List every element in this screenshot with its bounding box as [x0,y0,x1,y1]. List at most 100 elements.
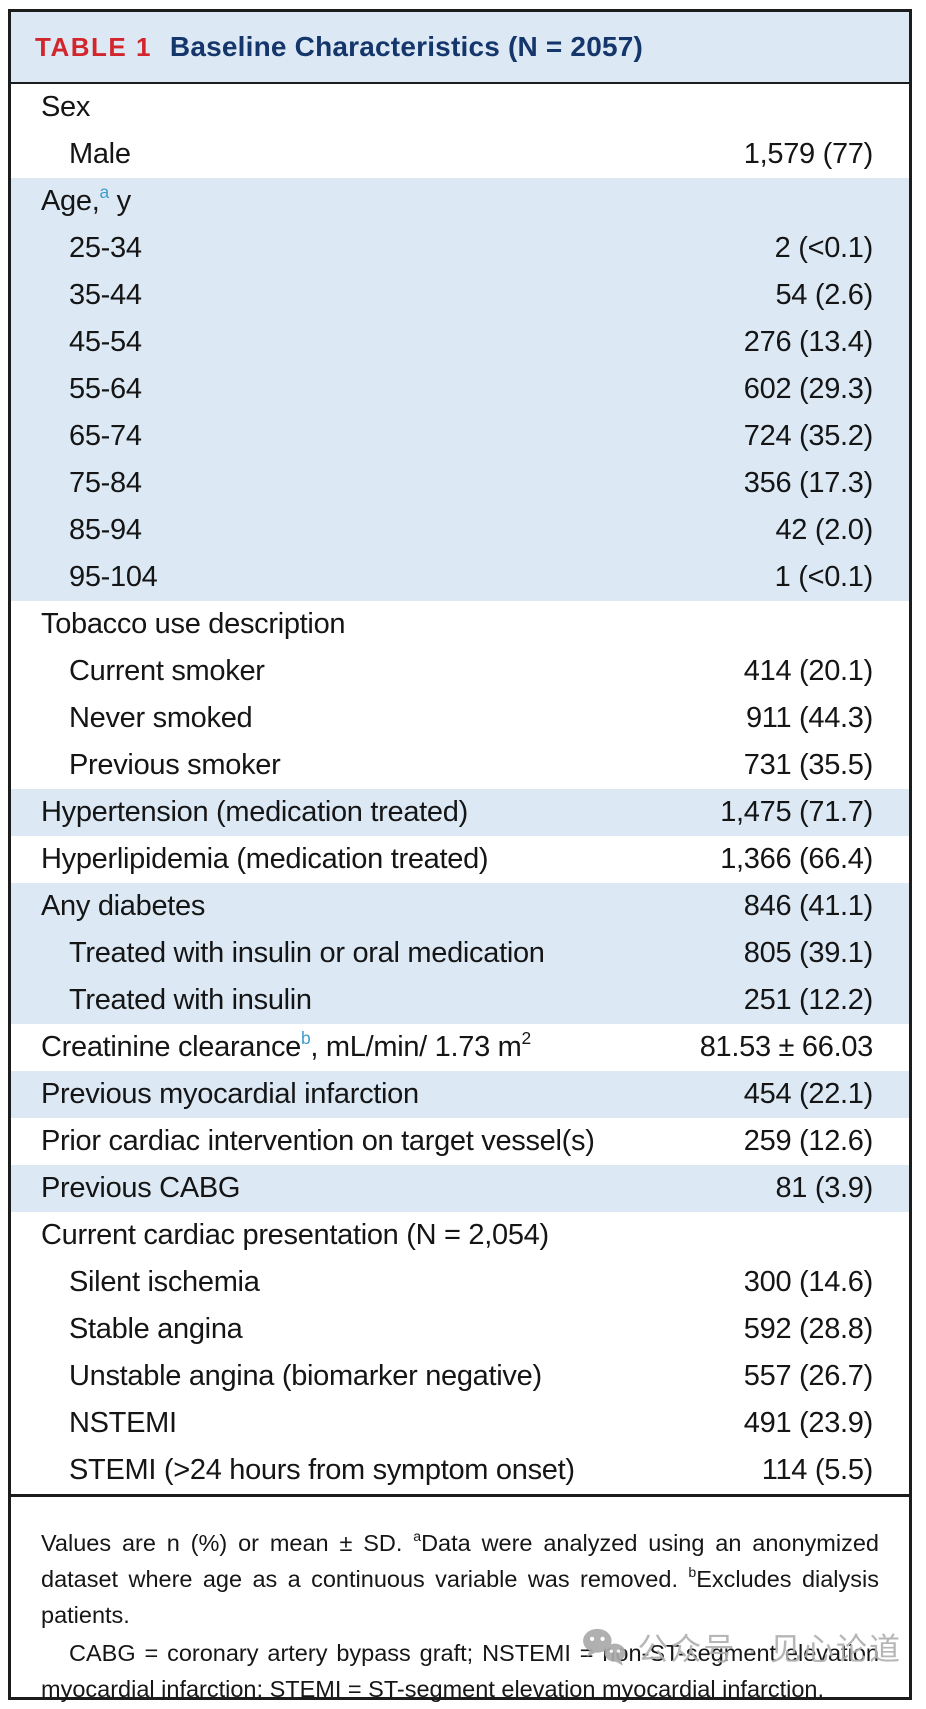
row-value: 42 (2.0) [775,514,873,546]
row-label: 45-54 [69,326,142,358]
table-row: Silent ischemia 300 (14.6) [11,1259,909,1306]
row-label: Hyperlipidemia (medication treated) [41,843,489,875]
table-row: NSTEMI 491 (23.9) [11,1400,909,1447]
table-row: 55-64 602 (29.3) [11,366,909,413]
row-value: 1,579 (77) [743,138,874,170]
table-row: Male 1,579 (77) [11,131,909,178]
row-value: 54 (2.6) [775,279,873,311]
table-row: Hypertension (medication treated) 1,475 (… [11,789,909,836]
table-row: Tobacco use description [11,601,909,648]
table-row: Sex [11,84,909,131]
table-row: 35-44 54 (2.6) [11,272,909,319]
table-row: Current smoker 414 (20.1) [11,648,909,695]
row-label: Unstable angina (biomarker negative) [69,1360,542,1392]
table-row: Current cardiac presentation (N = 2,054) [11,1212,909,1259]
superscript-marker: a [99,182,109,203]
superscript-marker: a [413,1528,422,1545]
row-value: 259 (12.6) [743,1125,874,1157]
row-label: 65-74 [69,420,142,452]
row-label: Male [69,138,131,170]
superscript-marker: b [301,1028,311,1049]
row-value: 911 (44.3) [745,702,873,734]
table-row: Previous myocardial infarction 454 (22.1) [11,1071,909,1118]
table-row: Treated with insulin or oral medication 8… [11,930,909,977]
superscript-marker: 2 [521,1028,532,1049]
footnote-para-values: Values are n (%) or mean ± SD. aData wer… [41,1528,879,1628]
table-row: 85-94 42 (2.0) [11,507,909,554]
row-label: Silent ischemia [69,1266,260,1298]
row-label: STEMI (>24 hours from symptom onset) [69,1454,575,1486]
row-label: Previous CABG [41,1172,241,1204]
row-value: 300 (14.6) [743,1266,874,1298]
row-value: 724 (35.2) [743,420,874,452]
table-row: 75-84 356 (17.3) [11,460,909,507]
table-row: Prior cardiac intervention on target ves… [11,1118,909,1165]
row-value: 81 (3.9) [775,1172,873,1204]
footnote-para-abbreviations: CABG = coronary artery bypass graft; NST… [41,1640,879,1702]
row-value: 1,475 (71.7) [720,796,873,828]
row-value: 602 (29.3) [743,373,874,405]
row-value: 557 (26.7) [743,1360,874,1392]
row-label: Previous myocardial infarction [41,1078,419,1110]
row-label: Never smoked [69,702,253,734]
row-value: 592 (28.8) [743,1313,874,1345]
table-row: Creatinine clearanceb, mL/min/ 1.73 m2 81… [11,1024,909,1071]
table-header: TABLE 1 Baseline Characteristics (N = 20… [11,12,909,84]
row-label: 85-94 [69,514,142,546]
row-label: 35-44 [69,279,142,311]
table-row: 65-74 724 (35.2) [11,413,909,460]
row-label: 55-64 [69,373,142,405]
row-label: Any diabetes [41,890,206,922]
row-value: 81.53 ± 66.03 [699,1031,874,1063]
row-label: Stable angina [69,1313,243,1345]
row-label: Sex [41,91,91,123]
row-value: 454 (22.1) [743,1078,874,1110]
table-row: STEMI (>24 hours from symptom onset) 114 … [11,1447,909,1494]
row-label: Treated with insulin [69,984,312,1016]
table-row: Never smoked 911 (44.3) [11,695,909,742]
row-value: 2 (<0.1) [774,232,874,264]
table-row: Previous CABG 81 (3.9) [11,1165,909,1212]
baseline-characteristics-table: TABLE 1 Baseline Characteristics (N = 20… [8,9,912,1702]
row-value: 356 (17.3) [743,467,874,499]
table-row: 95-104 1 (<0.1) [11,554,909,601]
table-row: Age,a y [11,178,909,225]
row-label: Hypertension (medication treated) [41,796,468,828]
table-row: 45-54 276 (13.4) [11,319,909,366]
table-row: Any diabetes 846 (41.1) [11,883,909,930]
row-value: 251 (12.2) [743,984,874,1016]
row-label: 95-104 [69,561,158,593]
row-label: Tobacco use description [41,608,346,640]
table-row: Hyperlipidemia (medication treated) 1,366… [11,836,909,883]
row-label: Current cardiac presentation (N = 2,054) [41,1219,549,1251]
table-body: Sex Male 1,579 (77) Age,a y 25-34 2 (<0.1) 35-… [11,84,909,1494]
row-value: 805 (39.1) [743,937,874,969]
table-row: Stable angina 592 (28.8) [11,1306,909,1353]
superscript-marker: b [688,1564,697,1581]
row-label: Creatinine clearanceb, mL/min/ 1.73 m2 [41,1028,532,1063]
table-title: Baseline Characteristics (N = 2057) [169,31,644,62]
table-row: Treated with insulin 251 (12.2) [11,977,909,1024]
row-label: Current smoker [69,655,265,687]
row-value: 846 (41.1) [743,890,874,922]
row-value: 114 (5.5) [761,1454,874,1486]
row-label: NSTEMI [69,1407,177,1439]
footnote-section: Values are n (%) or mean ± SD. aData wer… [11,1494,909,1707]
table-tag: TABLE 1 [35,31,152,62]
row-label: Treated with insulin or oral medication [69,937,545,969]
table-row: Previous smoker 731 (35.5) [11,742,909,789]
row-label: Prior cardiac intervention on target ves… [41,1125,595,1157]
row-label: 25-34 [69,232,142,264]
row-value: 276 (13.4) [743,326,874,358]
row-value: 414 (20.1) [743,655,874,687]
row-label: Age,a y [41,182,131,217]
row-label: Previous smoker [69,749,281,781]
row-value: 1,366 (66.4) [720,843,873,875]
row-value: 491 (23.9) [743,1407,874,1439]
table-row: 25-34 2 (<0.1) [11,225,909,272]
row-label: 75-84 [69,467,142,499]
row-value: 1 (<0.1) [774,561,874,593]
row-value: 731 (35.5) [743,749,874,781]
table-row: Unstable angina (biomarker negative) 557 … [11,1353,909,1400]
